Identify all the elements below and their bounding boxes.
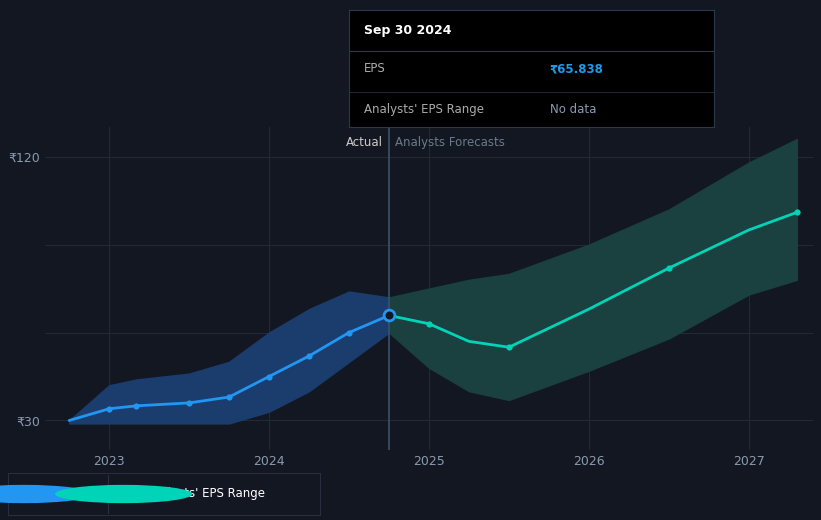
Text: EPS: EPS [364,62,385,75]
Text: Analysts' EPS Range: Analysts' EPS Range [145,488,265,500]
Point [222,393,236,401]
Point [383,311,396,320]
Point [791,208,804,216]
Text: ₹65.838: ₹65.838 [550,62,603,75]
Point [302,352,315,360]
Text: No data: No data [550,103,596,116]
Text: EPS: EPS [46,488,67,500]
Point [263,372,276,381]
Point [502,343,516,352]
Point [130,401,143,410]
Point [342,329,355,337]
Circle shape [0,485,93,503]
Point [663,264,676,272]
Point [103,405,116,413]
Point [182,399,195,407]
Circle shape [55,485,192,503]
Text: Actual: Actual [346,136,383,149]
Point [422,320,435,328]
Text: Analysts Forecasts: Analysts Forecasts [396,136,505,149]
Text: Analysts' EPS Range: Analysts' EPS Range [364,103,484,116]
Text: Sep 30 2024: Sep 30 2024 [364,24,451,37]
